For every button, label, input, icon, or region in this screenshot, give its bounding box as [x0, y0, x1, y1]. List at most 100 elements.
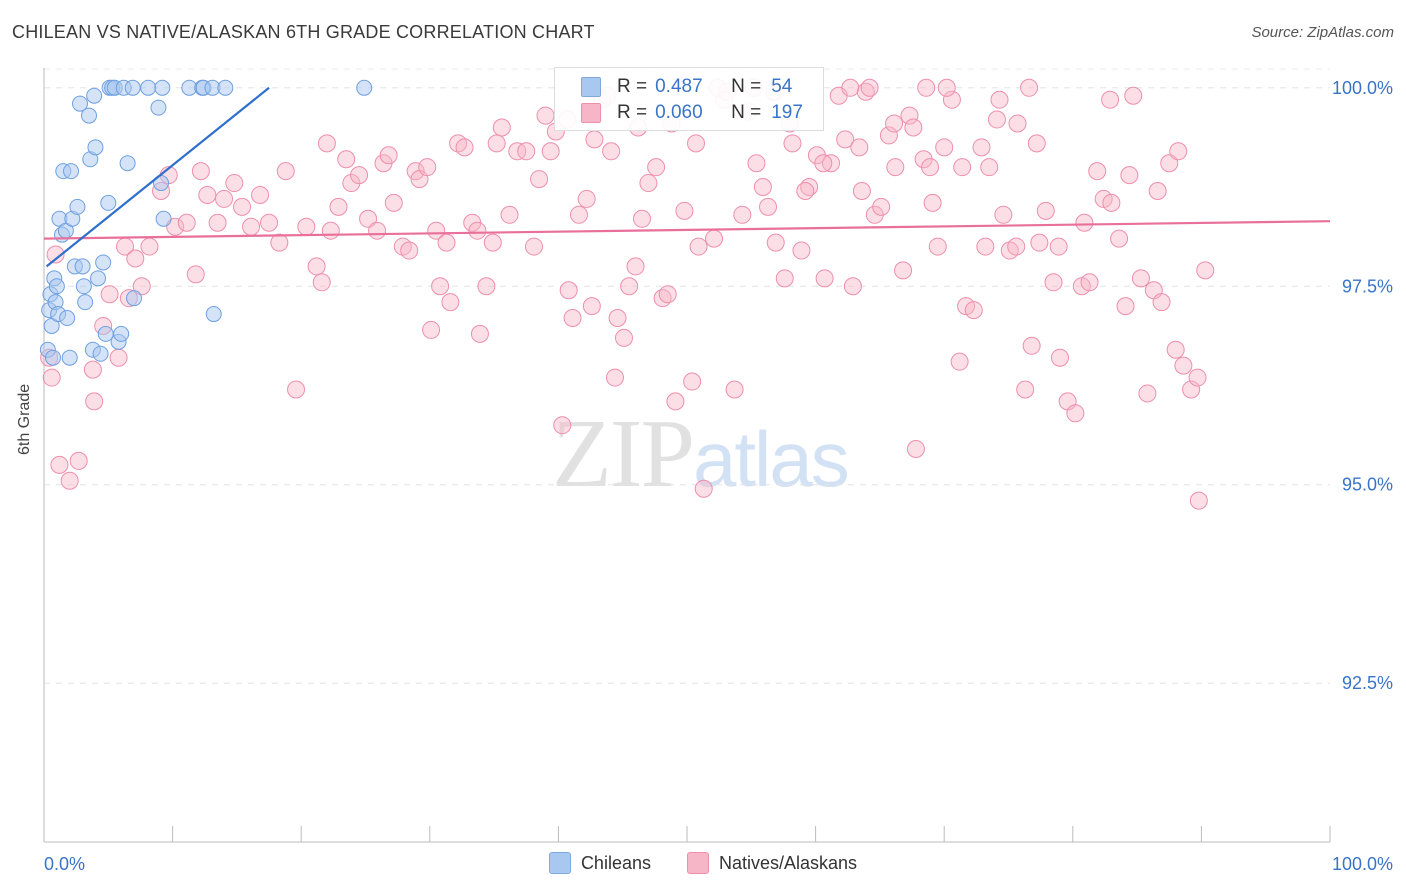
- tick-labels: 92.5% 95.0% 97.5% 100.0% 0.0% 100.0%: [44, 78, 1393, 874]
- point-natives: [455, 138, 474, 157]
- point-natives: [553, 416, 572, 435]
- point-chileans: [72, 95, 89, 112]
- point-natives: [166, 217, 185, 236]
- point-natives: [276, 162, 295, 181]
- point-natives: [841, 78, 860, 97]
- point-natives: [85, 392, 104, 411]
- point-natives: [783, 134, 802, 153]
- point-natives: [836, 130, 855, 149]
- point-natives: [418, 158, 437, 177]
- point-chileans: [217, 79, 234, 96]
- chart-title: CHILEAN VS NATIVE/ALASKAN 6TH GRADE CORR…: [12, 22, 595, 42]
- point-natives: [1120, 166, 1139, 185]
- point-natives: [559, 281, 578, 300]
- point-natives: [647, 158, 666, 177]
- point-natives: [384, 193, 403, 212]
- point-natives: [632, 209, 651, 228]
- point-natives: [379, 146, 398, 165]
- point-chileans: [90, 270, 107, 287]
- point-chileans: [113, 325, 130, 342]
- point-natives: [441, 293, 460, 312]
- point-natives: [368, 221, 387, 240]
- legend-n-value: 54: [771, 76, 793, 97]
- legend-row-natives: R = 0.060 N = 197: [581, 102, 803, 124]
- point-chileans: [86, 87, 103, 104]
- point-natives: [350, 166, 369, 185]
- point-natives: [307, 257, 326, 276]
- legend-r-value: 0.487: [655, 76, 703, 97]
- point-natives: [287, 380, 306, 399]
- legend-item-chileans[interactable]: Chileans: [548, 852, 651, 874]
- point-natives: [508, 142, 527, 161]
- point-natives: [872, 197, 891, 216]
- point-natives: [524, 237, 543, 256]
- point-natives: [186, 265, 205, 284]
- point-natives: [577, 189, 596, 208]
- point-chileans: [124, 79, 141, 96]
- point-natives: [437, 233, 456, 252]
- point-natives: [904, 118, 923, 137]
- point-natives: [725, 380, 744, 399]
- point-natives: [683, 372, 702, 391]
- point-natives: [1008, 114, 1027, 133]
- y-axis-label: 6th Grade: [16, 383, 33, 455]
- legend-n-value: 197: [771, 102, 803, 123]
- point-natives: [747, 154, 766, 173]
- legend-item-natives[interactable]: Natives/Alaskans: [686, 852, 858, 874]
- point-natives: [500, 205, 519, 224]
- point-natives: [1166, 340, 1185, 359]
- point-natives: [937, 78, 956, 97]
- legend-r-label: R =: [617, 76, 648, 97]
- data-points: [39, 78, 1215, 510]
- point-chileans: [81, 107, 98, 124]
- point-natives: [1066, 404, 1085, 423]
- point-natives: [860, 78, 879, 97]
- point-natives: [321, 221, 340, 240]
- point-chileans: [126, 290, 143, 307]
- point-natives: [921, 158, 940, 177]
- grid-lines: [44, 68, 1330, 684]
- point-natives: [1075, 213, 1094, 232]
- point-natives: [976, 237, 995, 256]
- point-natives: [427, 221, 446, 240]
- legend-r-value: 0.060: [655, 102, 703, 123]
- y-tick-label: 92.5%: [1342, 673, 1393, 693]
- point-chileans: [154, 79, 171, 96]
- point-natives: [894, 261, 913, 280]
- point-natives: [675, 201, 694, 220]
- point-natives: [879, 126, 898, 145]
- point-chileans: [75, 278, 92, 295]
- legend-label-natives: Natives/Alaskans: [718, 852, 858, 873]
- point-natives: [270, 233, 289, 252]
- point-natives: [585, 130, 604, 149]
- point-chileans: [95, 254, 112, 271]
- point-natives: [1160, 154, 1179, 173]
- point-natives: [1169, 142, 1188, 161]
- point-chileans: [69, 198, 86, 215]
- point-natives: [602, 142, 621, 161]
- point-natives: [987, 110, 1006, 129]
- correlation-legend: R = 0.487 N = 54 R = 0.060 N = 197: [554, 67, 824, 131]
- legend-n-label: N =: [731, 102, 762, 123]
- point-natives: [886, 158, 905, 177]
- point-natives: [1027, 134, 1046, 153]
- point-chileans: [356, 79, 373, 96]
- watermark-atlas: atlas: [693, 415, 850, 503]
- point-natives: [517, 142, 536, 161]
- point-natives: [1036, 201, 1055, 220]
- point-natives: [198, 185, 217, 204]
- point-natives: [792, 241, 811, 260]
- point-natives: [400, 241, 419, 260]
- point-natives: [1080, 273, 1099, 292]
- point-natives: [1124, 86, 1143, 105]
- point-natives: [563, 309, 582, 328]
- point-natives: [1030, 233, 1049, 252]
- point-natives: [536, 106, 555, 125]
- x-tick-label: 0.0%: [44, 854, 85, 874]
- point-natives: [1049, 237, 1068, 256]
- point-natives: [140, 237, 159, 256]
- point-natives: [1022, 336, 1041, 355]
- point-natives: [964, 301, 983, 320]
- point-natives: [468, 221, 487, 240]
- point-natives: [233, 197, 252, 216]
